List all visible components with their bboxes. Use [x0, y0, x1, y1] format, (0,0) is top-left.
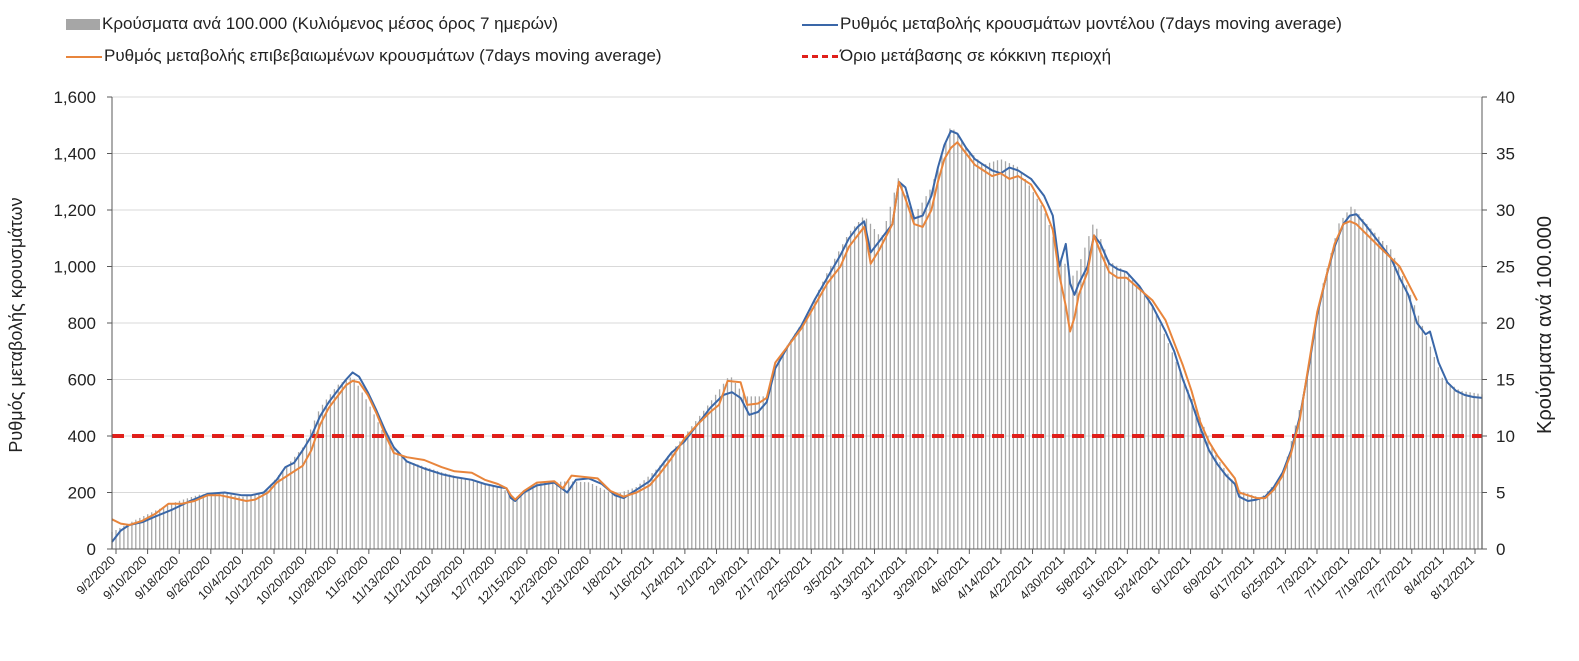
left-tick-label: 800 — [68, 314, 96, 333]
left-tick-label: 0 — [87, 540, 96, 559]
confirmed-line-series — [111, 141, 1418, 526]
x-tick-labels: 9/2/20209/10/20209/18/20209/26/202010/4/… — [74, 553, 1477, 607]
y-axis-label-right: Κρούσματα ανά 100.000 — [1534, 216, 1556, 434]
legend-label-threshold: Όριο μετάβασης σε κόκκινη περιοχή — [840, 46, 1112, 65]
legend-item-model: Ρυθμός μεταβολής κρουσμάτων μοντέλου (7d… — [802, 14, 1342, 34]
right-tick-label: 30 — [1496, 201, 1515, 220]
legend-swatch-bars — [66, 19, 100, 31]
right-tick-label: 35 — [1496, 145, 1515, 164]
legend-item-bars: Κρούσματα ανά 100.000 (Κυλιόμενος μέσος … — [66, 14, 558, 34]
left-tick-label: 1,000 — [53, 258, 96, 277]
legend-label-model: Ρυθμός μεταβολής κρουσμάτων μοντέλου (7d… — [840, 14, 1342, 33]
model-line-series — [111, 129, 1483, 543]
legend-swatch-threshold — [802, 55, 838, 59]
right-tick-label: 10 — [1496, 427, 1515, 446]
left-tick-label: 1,400 — [53, 145, 96, 164]
bars-series — [111, 128, 1483, 549]
left-tick-label: 400 — [68, 427, 96, 446]
left-tick-label: 1,600 — [53, 88, 96, 107]
left-tick-label: 600 — [68, 371, 96, 390]
legend-swatch-model — [802, 23, 838, 26]
legend-item-threshold: Όριο μετάβασης σε κόκκινη περιοχή — [802, 46, 1111, 66]
right-tick-label: 0 — [1496, 540, 1505, 559]
legend-item-confirmed: Ρυθμός μεταβολής επιβεβαιωμένων κρουσμάτ… — [66, 46, 662, 66]
legend-swatch-confirmed — [66, 55, 102, 58]
right-tick-label: 5 — [1496, 484, 1505, 503]
y-axis-label-left: Ρυθμός μεταβολής κρουσμάτων — [6, 197, 26, 452]
right-tick-label: 40 — [1496, 88, 1515, 107]
left-y-tick-labels: 0 200 400 600 800 1,000 1,200 1,400 1,600 — [53, 88, 96, 559]
legend-label-bars: Κρούσματα ανά 100.000 (Κυλιόμενος μέσος … — [102, 14, 559, 33]
right-tick-label: 20 — [1496, 314, 1515, 333]
left-tick-label: 200 — [68, 484, 96, 503]
right-tick-label: 25 — [1496, 258, 1515, 277]
right-tick-label: 15 — [1496, 371, 1515, 390]
axes — [107, 96, 1487, 554]
legend-label-confirmed: Ρυθμός μεταβολής επιβεβαιωμένων κρουσμάτ… — [104, 46, 662, 65]
left-tick-label: 1,200 — [53, 201, 96, 220]
right-y-tick-labels: 0 5 10 15 20 25 30 35 40 — [1496, 88, 1515, 559]
